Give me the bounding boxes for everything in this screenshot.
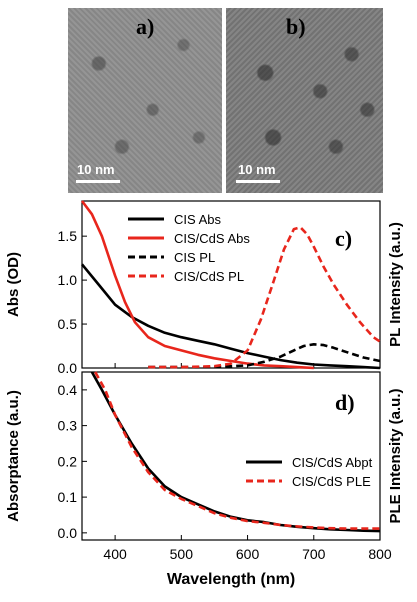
scale-bar-b: [236, 180, 280, 183]
tem-texture-b: [226, 8, 383, 193]
x-tick-label: 500: [170, 546, 194, 562]
plot-frame-0: [81, 200, 381, 369]
x-tick-label: 400: [103, 546, 127, 562]
panel-label-a: a): [136, 14, 155, 39]
legend-label: CIS PL: [174, 250, 215, 265]
y-tick-label: 0.5: [58, 316, 78, 332]
series-line-cis-cds-ple: [94, 371, 380, 530]
x-tick-label: 700: [302, 546, 326, 562]
scale-bar-label-b: 10 nm: [238, 162, 276, 177]
legend-label: CIS/CdS Abs: [174, 231, 250, 246]
right-axis-label: PLE Intensity (a.u.): [387, 388, 404, 523]
y-tick-label: 0.0: [58, 360, 78, 376]
scale-bar-a: [76, 180, 120, 183]
series-line-cis-cds-pl: [148, 226, 381, 369]
y-tick-label: 0.1: [58, 489, 78, 505]
y-axis-label: Abs (OD): [5, 252, 22, 317]
y-tick-label: 0.4: [58, 382, 78, 398]
series-line-cis-cds-abs: [80, 200, 314, 370]
x-tick-label: 600: [236, 546, 260, 562]
series-line-cis-pl: [148, 343, 381, 369]
legend-label: CIS/CdS Abpt: [292, 455, 373, 470]
right-axis-label: PL Intensity (a.u.): [387, 222, 404, 347]
y-tick-label: 0.0: [58, 525, 78, 541]
tem-texture-a: [68, 8, 222, 193]
y-axis-label: Absorptance (a.u.): [5, 390, 22, 522]
y-tick-label: 0.3: [58, 418, 78, 434]
tem-image-b: b) 10 nm: [226, 8, 383, 193]
panel-label: d): [335, 390, 355, 415]
plot-frame-1: [81, 371, 381, 541]
x-tick-label: 800: [368, 546, 392, 562]
x-axis-label: Wavelength (nm): [167, 571, 295, 588]
y-tick-label: 1.5: [58, 228, 78, 244]
legend-label: CIS/CdS PL: [174, 269, 244, 284]
tem-image-a: a) 10 nm: [68, 8, 222, 193]
panel-label: c): [335, 226, 352, 251]
y-tick-label: 0.2: [58, 453, 78, 469]
legend-label: CIS Abs: [174, 212, 221, 227]
scale-bar-label-a: 10 nm: [77, 162, 115, 177]
y-tick-label: 1.0: [58, 272, 78, 288]
panel-label-b: b): [286, 14, 306, 39]
legend-label: CIS/CdS PLE: [292, 474, 371, 489]
